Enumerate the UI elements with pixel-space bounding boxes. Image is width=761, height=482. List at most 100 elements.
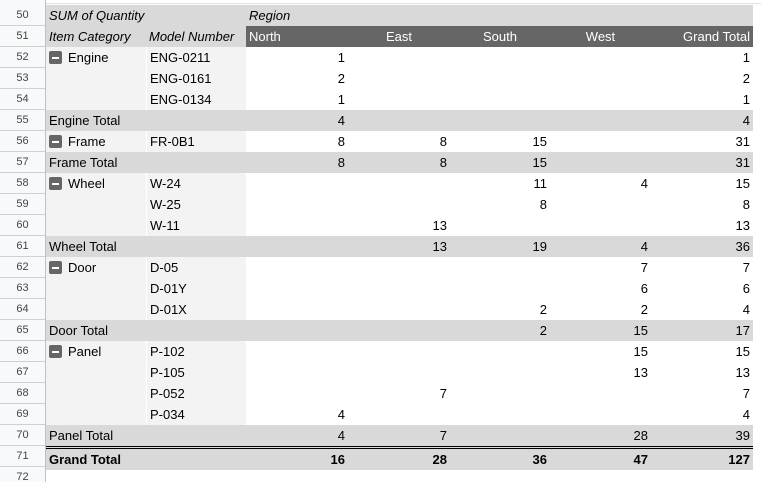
row-number[interactable]: 63 <box>0 278 45 299</box>
value-cell[interactable]: 39 <box>735 428 750 443</box>
row-number[interactable]: 57 <box>0 152 45 173</box>
column-header-north[interactable]: North <box>246 26 348 47</box>
value-cell[interactable] <box>348 194 450 215</box>
column-header-south[interactable]: South <box>450 26 550 47</box>
model-cell[interactable]: D-05 <box>146 257 246 278</box>
value-cell[interactable]: 11 <box>533 176 548 191</box>
value-cell[interactable] <box>246 215 348 236</box>
model-cell[interactable]: W-11 <box>146 215 246 236</box>
value-cell[interactable] <box>246 299 348 320</box>
category-cell[interactable] <box>46 383 146 404</box>
collapse-icon[interactable] <box>49 177 62 190</box>
category-cell[interactable]: Engine <box>46 47 146 68</box>
value-cell[interactable]: 8 <box>337 134 345 149</box>
value-cell[interactable]: 15 <box>735 176 750 191</box>
row-number[interactable]: 55 <box>0 110 45 131</box>
value-cell[interactable] <box>450 425 550 446</box>
value-cell[interactable]: 7 <box>439 386 447 401</box>
value-cell[interactable] <box>348 173 450 194</box>
value-cell[interactable]: 4 <box>337 407 345 422</box>
value-cell[interactable]: 15 <box>532 155 547 170</box>
model-cell[interactable]: W-24 <box>146 173 246 194</box>
value-cell[interactable] <box>348 257 450 278</box>
value-cell[interactable]: 2 <box>640 302 648 317</box>
value-cell[interactable]: 8 <box>337 155 345 170</box>
value-cell[interactable]: 8 <box>439 155 447 170</box>
value-cell[interactable] <box>348 68 450 89</box>
value-cell[interactable] <box>550 68 651 89</box>
value-cell[interactable]: 1 <box>742 92 750 107</box>
value-cell[interactable] <box>246 257 348 278</box>
category-cell[interactable] <box>46 68 146 89</box>
value-cell[interactable]: 31 <box>735 134 750 149</box>
value-cell[interactable] <box>348 47 450 68</box>
value-cell[interactable] <box>246 236 348 257</box>
value-cell[interactable] <box>348 320 450 341</box>
row-field-item-category[interactable]: Item Category <box>46 26 146 47</box>
value-cell[interactable]: 7 <box>742 260 750 275</box>
value-cell[interactable] <box>550 383 651 404</box>
total-label[interactable]: Panel Total <box>49 428 114 443</box>
model-cell[interactable]: W-25 <box>146 194 246 215</box>
model-cell[interactable]: ENG-0211 <box>146 47 246 68</box>
value-cell[interactable]: 15 <box>735 344 750 359</box>
row-number[interactable]: 67 <box>0 362 45 383</box>
value-cell[interactable] <box>450 383 550 404</box>
model-cell[interactable]: P-052 <box>146 383 246 404</box>
value-cell[interactable] <box>450 278 550 299</box>
value-cell[interactable] <box>450 404 550 425</box>
value-cell[interactable]: 8 <box>539 197 547 212</box>
value-cell[interactable]: 7 <box>742 386 750 401</box>
value-cell[interactable] <box>348 278 450 299</box>
value-cell[interactable] <box>550 110 651 131</box>
value-label[interactable]: SUM of Quantity <box>49 8 145 23</box>
value-cell[interactable] <box>450 110 550 131</box>
value-cell[interactable]: 47 <box>633 452 648 467</box>
value-cell[interactable]: 7 <box>439 428 447 443</box>
value-cell[interactable]: 127 <box>728 452 750 467</box>
value-cell[interactable] <box>550 215 651 236</box>
value-cell[interactable]: 7 <box>640 260 648 275</box>
total-label[interactable]: Frame Total <box>49 155 118 170</box>
value-cell[interactable]: 19 <box>532 239 547 254</box>
value-cell[interactable]: 1 <box>337 92 345 107</box>
value-cell[interactable]: 4 <box>742 407 750 422</box>
category-cell[interactable]: Wheel <box>46 173 146 194</box>
category-cell[interactable] <box>46 194 146 215</box>
value-cell[interactable] <box>550 194 651 215</box>
row-number[interactable]: 66 <box>0 341 45 362</box>
model-cell[interactable]: D-01X <box>146 299 246 320</box>
total-label[interactable]: Engine Total <box>49 113 121 128</box>
total-label[interactable]: Grand Total <box>49 452 121 467</box>
row-number[interactable]: 59 <box>0 194 45 215</box>
value-cell[interactable] <box>550 89 651 110</box>
value-cell[interactable] <box>450 68 550 89</box>
value-cell[interactable] <box>348 404 450 425</box>
category-cell[interactable]: Door <box>46 257 146 278</box>
value-cell[interactable]: 31 <box>735 155 750 170</box>
value-cell[interactable] <box>550 131 651 152</box>
value-cell[interactable] <box>450 362 550 383</box>
value-cell[interactable] <box>550 47 651 68</box>
value-cell[interactable]: 2 <box>742 71 750 86</box>
value-cell[interactable] <box>246 278 348 299</box>
row-number[interactable]: 53 <box>0 68 45 89</box>
row-number[interactable]: 70 <box>0 425 45 446</box>
collapse-icon[interactable] <box>49 51 62 64</box>
column-header-grand-total[interactable]: Grand Total <box>651 26 753 47</box>
value-cell[interactable]: 8 <box>742 197 750 212</box>
row-number[interactable]: 60 <box>0 215 45 236</box>
value-cell[interactable]: 2 <box>539 323 547 338</box>
value-cell[interactable]: 36 <box>532 452 547 467</box>
value-cell[interactable]: 28 <box>432 452 447 467</box>
value-cell[interactable]: 4 <box>640 239 648 254</box>
row-number[interactable]: 54 <box>0 89 45 110</box>
row-number[interactable]: 69 <box>0 404 45 425</box>
value-cell[interactable] <box>450 89 550 110</box>
value-cell[interactable] <box>450 47 550 68</box>
value-cell[interactable]: 4 <box>337 428 345 443</box>
value-cell[interactable] <box>246 173 348 194</box>
row-number[interactable]: 65 <box>0 320 45 341</box>
value-cell[interactable]: 4 <box>337 113 345 128</box>
row-number[interactable]: 64 <box>0 299 45 320</box>
